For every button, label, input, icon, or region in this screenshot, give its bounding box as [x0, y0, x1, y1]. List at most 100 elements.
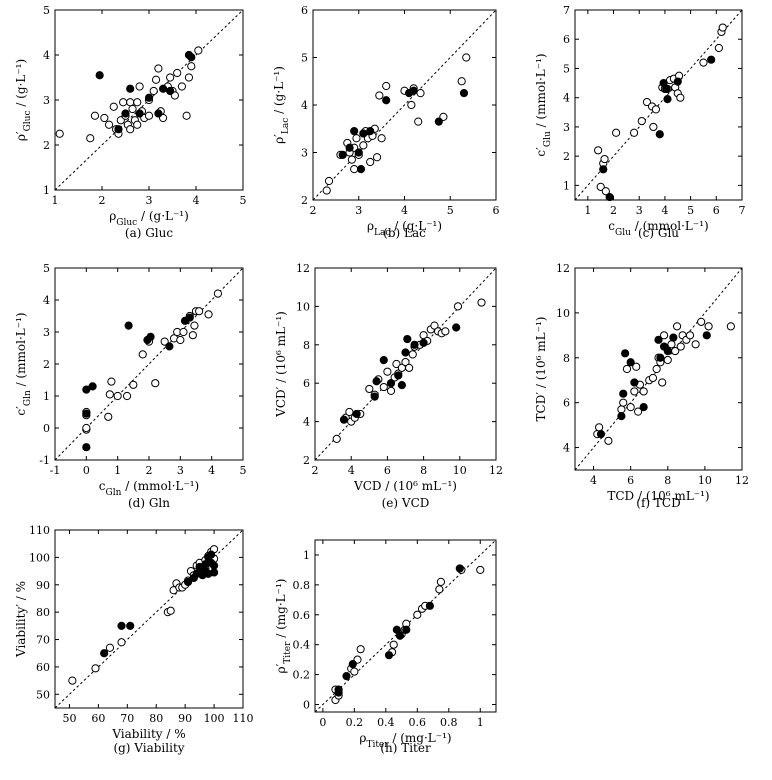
scatter-point-filled	[185, 313, 194, 322]
x-axis-label: VCD / (10⁶ mL⁻¹)	[353, 479, 457, 493]
scatter-point-open	[629, 128, 639, 137]
scatter-point-filled	[348, 660, 357, 669]
y-tick-label: 6	[301, 4, 308, 17]
x-tick-label: 4	[348, 464, 355, 477]
scatter-point-filled	[707, 55, 716, 64]
scatter-point-open	[676, 93, 685, 102]
x-tick-label: 0.2	[346, 716, 364, 729]
scatter-point-filled	[410, 340, 419, 349]
scatter-point-filled	[599, 165, 608, 174]
y-tick-label: 1	[303, 549, 310, 562]
x-tick-label: 5	[447, 204, 454, 217]
x-axis-label: ρTiter / (mg·L⁻¹)	[359, 731, 451, 750]
scatter-point-open	[160, 337, 169, 346]
scatter-point-open	[382, 81, 391, 91]
y-tick-label: 60	[36, 661, 50, 674]
y-axis-label: ρ′Titer / (mg·L⁻¹)	[274, 579, 293, 674]
scatter-point-filled	[187, 53, 196, 62]
label-subscript: Gln	[106, 488, 122, 498]
scatter-point-filled	[359, 129, 368, 138]
scatter-point-open	[128, 104, 137, 114]
plot-frame	[314, 539, 497, 713]
label-subscript: Gluc	[23, 110, 33, 131]
x-tick-label: 4	[208, 464, 215, 477]
y-tick-label: 5	[563, 62, 570, 75]
scatter-point-open	[90, 111, 100, 120]
scatter-point-open	[622, 364, 632, 374]
scatter-point-open	[436, 577, 446, 586]
scatter-point-open	[617, 405, 626, 414]
y-tick-label: 5	[43, 4, 50, 17]
y-tick-label: 6	[563, 33, 570, 46]
y-axis-label: TCD′ / (10⁶ mL⁻¹)	[534, 317, 548, 422]
x-axis-label: cGln / (mmol·L⁻¹)	[99, 479, 199, 498]
x-tick-label: 4	[661, 204, 668, 217]
scatter-point-filled	[673, 77, 682, 86]
x-tick-label: 70	[120, 712, 134, 725]
scatter-point-open	[179, 327, 188, 337]
panel-caption: (e) VCD	[382, 496, 430, 510]
y-tick-label: 1	[43, 184, 50, 197]
scatter-point-open	[600, 154, 609, 164]
scatter-point-open	[659, 331, 669, 340]
scatter-point-filled	[654, 335, 663, 344]
y-tick-label: 0	[43, 422, 50, 435]
identity-line	[313, 10, 496, 200]
scatter-point-open	[667, 340, 676, 349]
y-tick-label: 80	[36, 606, 50, 619]
panel-caption: (b) Lac	[383, 226, 426, 240]
scatter-point-filled	[114, 125, 123, 134]
scatter-point-open	[435, 585, 444, 594]
scatter-point-filled	[386, 379, 396, 388]
scatter-point-filled	[455, 564, 464, 573]
x-tick-label: 10	[453, 464, 467, 477]
scatter-point-filled	[117, 621, 126, 630]
scatter-point-open	[324, 176, 334, 186]
identity-line	[315, 540, 496, 712]
x-axis-label: ρLac / (g·L⁻¹)	[367, 219, 442, 238]
scatter-point-open	[663, 355, 672, 365]
scatter-point-open	[377, 134, 386, 143]
x-tick-label: 8	[420, 464, 427, 477]
x-tick-label: 12	[735, 474, 749, 487]
scatter-point-filled	[183, 577, 193, 587]
y-tick-label: 6	[563, 397, 570, 410]
scatter-point-open	[604, 436, 613, 445]
label-unit: / %	[14, 581, 28, 604]
scatter-point-open	[649, 122, 658, 132]
label-subscript: Glu	[615, 228, 631, 238]
label-main: ρ′	[272, 134, 286, 144]
x-tick-label: 12	[489, 464, 503, 477]
scatter-point-open	[188, 331, 197, 340]
scatter-point-filled	[209, 568, 219, 577]
x-tick-label: 3	[177, 464, 184, 477]
scatter-point-open	[356, 645, 365, 654]
y-tick-label: 5	[301, 52, 308, 65]
scatter-point-open	[190, 321, 199, 330]
scatter-point-open	[195, 307, 204, 316]
x-tick-label: 50	[62, 712, 76, 725]
scatter-point-filled	[621, 349, 630, 358]
scatter-point-open	[100, 113, 109, 123]
x-axis-label: cGlu / (mmol·L⁻¹)	[608, 219, 708, 238]
scatter-point-filled	[126, 84, 135, 93]
scatter-point-open	[642, 97, 652, 107]
y-tick-label: 2	[301, 194, 308, 207]
scatter-point-filled	[350, 127, 359, 136]
y-tick-label: 2	[43, 358, 50, 371]
scatter-point-open	[685, 331, 695, 340]
label-main: ρ	[109, 209, 116, 223]
y-axis-label: c′Glu / (mmol·L⁻¹)	[534, 53, 553, 156]
scatter-point-open	[453, 302, 463, 311]
scatter-point-open	[119, 98, 128, 107]
x-tick-label: 7	[739, 204, 746, 217]
scatter-point-open	[462, 53, 471, 62]
scatter-point-filled	[345, 143, 354, 152]
scatter-point-filled	[401, 348, 410, 357]
y-tick-label: 100	[29, 551, 50, 564]
plot-frame	[574, 267, 743, 471]
plot-frame	[314, 267, 497, 461]
y-tick-label: 1	[43, 390, 50, 403]
panel-caption: (h) Titer	[380, 741, 431, 755]
